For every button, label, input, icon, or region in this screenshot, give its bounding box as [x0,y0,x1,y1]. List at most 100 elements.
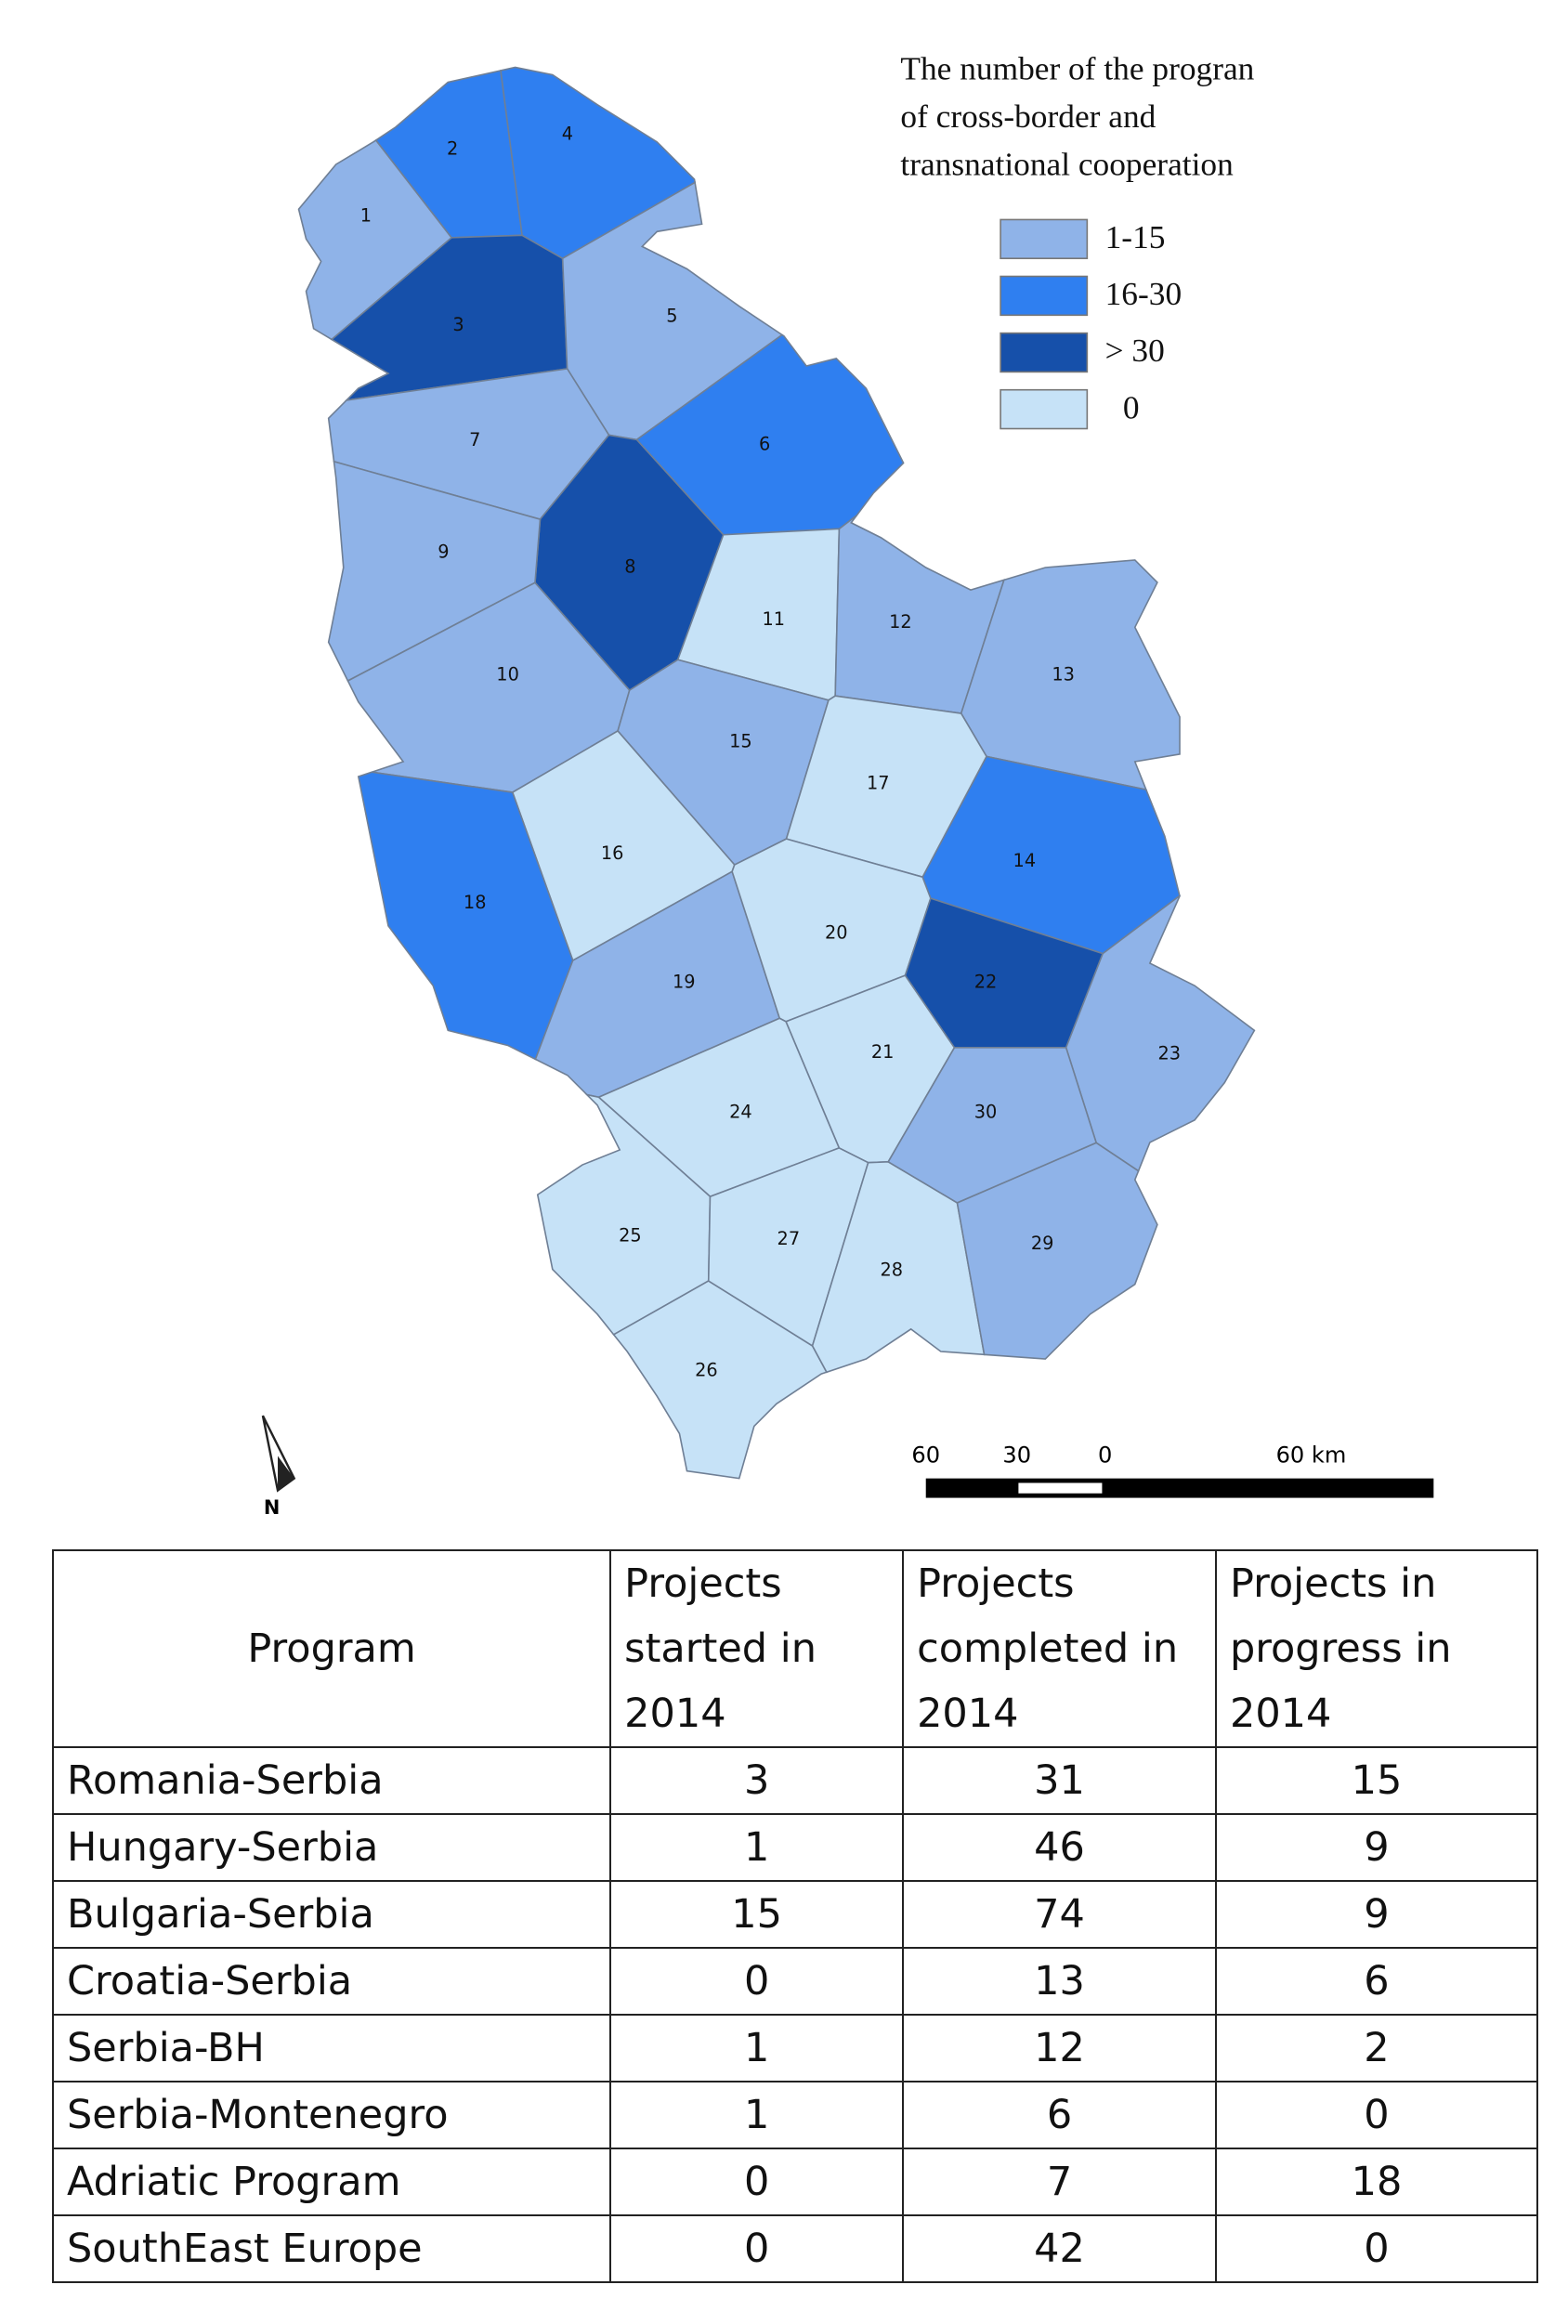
count-cell: 2 [1214,2014,1539,2082]
legend-title: of cross-border and [900,98,1156,135]
count-cell: 7 [902,2148,1217,2216]
region-label: 8 [624,556,635,578]
table-row: Adriatic Program 0 7 18 [51,2148,1539,2216]
program-cell: Croatia-Serbia [51,1947,612,2016]
region-label: 17 [867,773,890,794]
header-row: Program Projects started in 2014 Projects … [51,1549,1539,1748]
region-label: 29 [1031,1233,1054,1254]
region [357,771,574,1061]
region-label: 19 [673,971,696,992]
table-row: Romania-Serbia 3 31 15 [51,1746,1539,1815]
table-row: Bulgaria-Serbia 15 74 9 [51,1880,1539,1949]
scale-label: 0 [1098,1443,1112,1469]
program-cell: SouthEast Europe [51,2214,612,2283]
count-cell: 46 [902,1813,1217,1882]
legend-label: 1-15 [1105,218,1166,255]
region-label: 25 [619,1225,642,1247]
region [561,181,784,441]
program-cell: Hungary-Serbia [51,1813,612,1882]
count-cell: 0 [609,2148,905,2216]
count-cell: 1 [609,2014,905,2082]
region-label: 9 [438,541,449,562]
north-label: N [264,1496,280,1519]
region-label: 20 [825,921,848,943]
program-cell: Adriatic Program [51,2148,612,2216]
region [500,66,696,260]
region-label: 10 [496,663,519,685]
legend: The number of the progran of cross-border… [900,49,1255,430]
region-label: 5 [666,305,677,326]
region-label: 1 [360,205,372,227]
north-arrow-fill [278,1456,294,1491]
regions [297,66,1256,1480]
region-label: 14 [1013,850,1037,871]
region-label: 23 [1157,1043,1181,1064]
count-cell: 31 [902,1746,1217,1815]
table-row: Hungary-Serbia 1 46 9 [51,1813,1539,1882]
table-row: SouthEast Europe 0 42 0 [51,2214,1539,2283]
region-label: 28 [880,1260,903,1281]
count-cell: 0 [1214,2081,1539,2149]
region-label: 22 [974,971,998,992]
count-cell: 9 [1214,1813,1539,1882]
region-label: 13 [1052,663,1075,685]
legend-title: transnational cooperation [900,145,1234,182]
table-row: Croatia-Serbia 0 13 6 [51,1947,1539,2016]
scale-bar-black [925,1478,1434,1498]
header-cell: Projects completed in 2014 [902,1549,1217,1748]
region-label: 11 [762,608,785,630]
count-cell: 12 [902,2014,1217,2082]
scale-label: 60 [911,1443,940,1469]
count-cell: 0 [1214,2214,1539,2283]
region-label: 4 [562,123,573,144]
count-cell: 3 [609,1746,905,1815]
region-label: 30 [974,1101,998,1122]
count-cell: 9 [1214,1880,1539,1949]
region-label: 15 [729,731,752,752]
region [887,1047,1098,1204]
region [834,515,1006,714]
header-cell: Program [51,1549,612,1748]
scale-label: 60 km [1276,1443,1347,1469]
region-label: 7 [469,429,480,450]
projects-table: Program Projects started in 2014 Projects … [51,1549,1539,2283]
count-cell: 18 [1214,2148,1539,2216]
region-label: 27 [777,1228,801,1249]
legend-swatch [1000,332,1089,373]
scale-bar: 60 30 0 60 km [911,1443,1434,1498]
count-cell: 1 [609,2081,905,2149]
count-cell: 0 [609,1947,905,2016]
region-label: 12 [889,611,912,633]
scale-label: 30 [1002,1443,1031,1469]
count-cell: 15 [609,1880,905,1949]
region-label: 16 [601,842,624,864]
legend-label: 0 [1123,388,1140,425]
count-cell: 1 [609,1813,905,1882]
header-cell: Projects started in 2014 [609,1549,905,1748]
program-cell: Serbia-Montenegro [51,2081,612,2149]
count-cell: 42 [902,2214,1217,2283]
region-label: 18 [464,892,487,913]
region-label: 2 [447,137,458,159]
region-label: 26 [695,1359,718,1380]
region-label: 21 [871,1041,895,1063]
region-label: 3 [452,314,464,335]
count-cell: 74 [902,1880,1217,1949]
table-row: Serbia-BH 1 12 2 [51,2014,1539,2082]
count-cell: 6 [1214,1947,1539,2016]
program-cell: Romania-Serbia [51,1746,612,1815]
legend-label: 16-30 [1105,275,1183,312]
scale-bar-white [1018,1482,1103,1494]
legend-swatch [1000,218,1089,260]
north-arrow: N [261,1415,296,1519]
count-cell: 6 [902,2081,1217,2149]
count-cell: 13 [902,1947,1217,2016]
count-cell: 15 [1214,1746,1539,1815]
header-cell: Projects in progress in 2014 [1214,1549,1539,1748]
region-label: 6 [759,434,770,455]
legend-swatch [1000,275,1089,317]
